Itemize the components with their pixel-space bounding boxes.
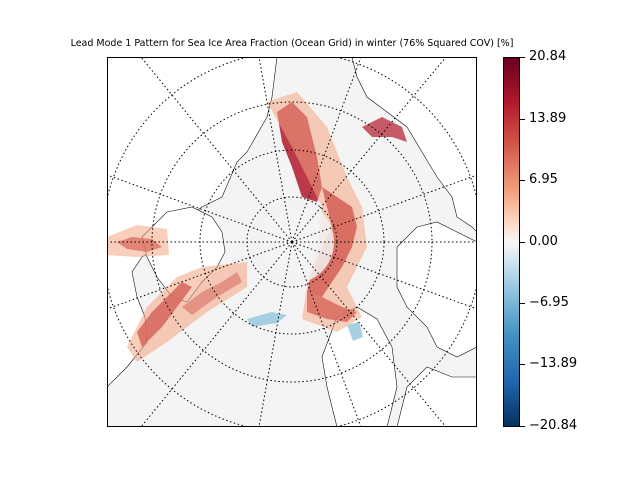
colorbar-tick [520,180,525,181]
graticule [107,57,477,427]
map-frame [107,57,477,427]
colorbar-tick [520,242,525,243]
colorbar-tick [520,364,525,365]
meridian [291,241,447,427]
meridian [291,57,447,243]
negative-anomaly-region [247,312,363,341]
colorbar-tick [520,119,525,120]
meridian [291,241,362,427]
colorbar-tick-label: 13.89 [529,111,567,126]
colorbar-tick-label: 20.84 [529,49,567,64]
polar-map [107,57,477,427]
colorbar-tick [520,303,525,304]
meridian [291,57,362,243]
eurasia-land [351,57,477,233]
colorbar [503,57,520,427]
colorbar-tick-label: −6.95 [529,295,569,310]
colorbar-tick-label: 0.00 [529,234,558,249]
colorbar-tick [520,57,525,58]
scandinavia-land [321,306,398,427]
chart-title: Lead Mode 1 Pattern for Sea Ice Area Fra… [70,38,514,49]
meridian [258,57,293,243]
colorbar-tick [520,426,525,427]
meridian [107,174,293,243]
positive-anomaly-halo [107,92,367,362]
colorbar-tick-label: −13.89 [529,356,578,371]
colorbar-tick-label: 6.95 [529,172,558,187]
meridian [291,174,477,243]
meridian [258,241,293,427]
meridian [107,241,293,310]
meridian [291,241,477,310]
siberia-land [396,221,477,358]
colorbar-tick-label: −20.84 [529,418,578,433]
europe-land [396,366,477,427]
